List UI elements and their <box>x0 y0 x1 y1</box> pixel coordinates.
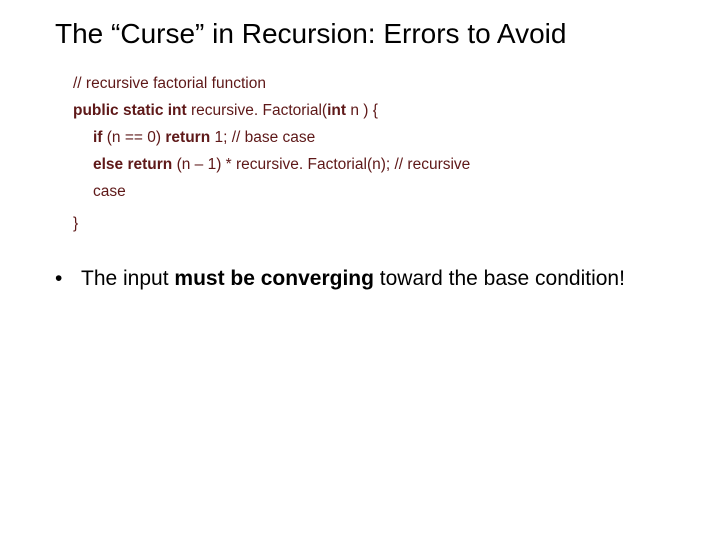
bullet-pre: The input <box>81 267 174 290</box>
code-if-line: if (n == 0) return 1; // base case <box>73 126 690 150</box>
bullet-text: The input must be converging toward the … <box>81 266 690 292</box>
else-expr: (n – 1) * recursive. Factorial(n); <box>172 156 394 173</box>
sig-keywords: public static int <box>73 102 187 119</box>
bullet-list: • The input must be converging toward th… <box>55 266 690 292</box>
bullet-bold: must be converging <box>174 267 374 290</box>
code-close-brace: } <box>73 212 690 236</box>
base-comment: // base case <box>232 129 316 146</box>
code-comment-header: // recursive factorial function <box>73 72 690 96</box>
bullet-dot: • <box>55 266 81 292</box>
sig-mid: recursive. Factorial( <box>187 102 327 119</box>
slide-title: The “Curse” in Recursion: Errors to Avoi… <box>55 18 690 50</box>
code-case-line: case <box>73 180 690 204</box>
sig-param-kw: int <box>327 102 346 119</box>
if-cond: (n == 0) <box>102 129 165 146</box>
else-kw: else return <box>93 156 172 173</box>
sig-param-rest: n ) { <box>346 102 378 119</box>
bullet-item: • The input must be converging toward th… <box>55 266 690 292</box>
rec-comment: // recursive <box>395 156 471 173</box>
bullet-post: toward the base condition! <box>374 267 625 290</box>
slide-container: The “Curse” in Recursion: Errors to Avoi… <box>0 0 720 312</box>
code-else-line: else return (n – 1) * recursive. Factori… <box>73 153 690 177</box>
return-val: 1; <box>210 129 232 146</box>
code-block: // recursive factorial function public s… <box>55 72 690 236</box>
code-signature: public static int recursive. Factorial(i… <box>73 99 690 123</box>
return-kw: return <box>165 129 210 146</box>
